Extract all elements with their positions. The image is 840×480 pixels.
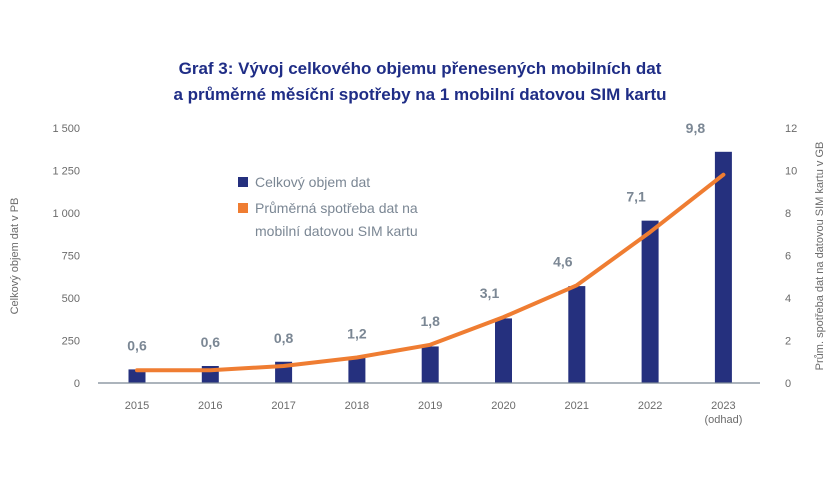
x-tick-label: 2017 [271, 400, 295, 412]
legend: Celkový objem dat Průměrná spotřeba dat n… [238, 174, 418, 239]
y-tick-label: 500 [62, 293, 80, 305]
chart-subtitle: a průměrné měsíční spotřeby na 1 mobilní… [173, 85, 666, 104]
y-tick-label: 250 [62, 336, 80, 348]
x-tick-label: 2023 [711, 400, 735, 412]
legend-swatch-bar [238, 177, 248, 187]
data-label: 7,1 [626, 189, 646, 205]
x-tick-label: 2015 [125, 400, 149, 412]
chart-title: Graf 3: Vývoj celkového objemu přenesený… [179, 59, 662, 78]
y-tick-label: 1 500 [52, 123, 80, 135]
x-tick-note: (odhad) [704, 414, 742, 426]
legend-swatch-line [238, 203, 248, 213]
x-tick-label: 2018 [345, 400, 369, 412]
data-label: 0,6 [127, 337, 147, 353]
x-tick-label: 2021 [565, 400, 589, 412]
y-axis-left-label: Celkový objem dat v PB [9, 198, 21, 315]
legend-label-line-2: mobilní datovou SIM kartu [255, 223, 418, 239]
y2-tick-label: 6 [785, 251, 791, 263]
data-label: 1,2 [347, 326, 367, 342]
y2-tick-label: 8 [785, 208, 791, 220]
bar [714, 151, 732, 383]
legend-label-bar: Celkový objem dat [255, 174, 370, 190]
legend-label-line: Průměrná spotřeba dat na [255, 200, 418, 216]
y-tick-label: 1 250 [52, 166, 80, 178]
bar [641, 220, 659, 383]
data-label: 9,8 [686, 120, 706, 136]
bar-series [128, 151, 732, 383]
data-labels: 0,6 0,6 0,8 1,2 1,8 3,1 4,6 7,1 9,8 [127, 120, 705, 354]
y-axis-left-ticks: 0 250 500 750 1 000 1 250 1 500 [52, 123, 80, 390]
y2-tick-label: 10 [785, 166, 797, 178]
bar [348, 357, 366, 383]
bar [128, 369, 146, 383]
y2-tick-label: 2 [785, 336, 791, 348]
y-tick-label: 750 [62, 251, 80, 263]
data-label: 0,6 [201, 334, 221, 350]
x-tick-label: 2016 [198, 400, 222, 412]
y-tick-label: 1 000 [52, 208, 80, 220]
y2-tick-label: 4 [785, 293, 791, 305]
data-label: 1,8 [420, 313, 440, 329]
bar [495, 318, 512, 383]
x-tick-label: 2022 [638, 400, 662, 412]
y-axis-right-label: Prům. spotřeba dat na datovou SIM kartu … [814, 142, 826, 371]
line-series [135, 172, 726, 373]
data-label: 4,6 [553, 253, 573, 269]
bar [568, 286, 586, 383]
x-tick-label: 2019 [418, 400, 442, 412]
x-axis-ticks: 2015 2016 2017 2018 2019 2020 2021 2022 2023 (odh… [125, 400, 743, 426]
y2-tick-label: 12 [785, 123, 797, 135]
x-tick-label: 2020 [491, 400, 515, 412]
data-label: 0,8 [274, 330, 294, 346]
bar [421, 346, 439, 383]
y-tick-label: 0 [74, 378, 80, 390]
y-axis-right-ticks: 0 2 4 6 8 10 12 [785, 123, 797, 390]
y2-tick-label: 0 [785, 378, 791, 390]
data-label: 3,1 [480, 285, 500, 301]
